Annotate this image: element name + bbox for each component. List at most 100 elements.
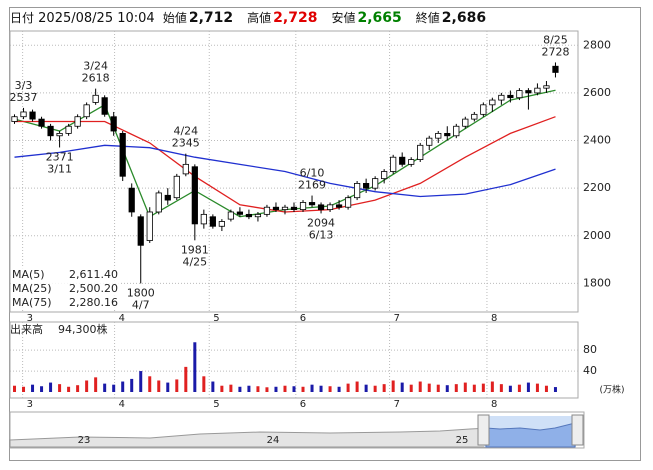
- volume-bar: [292, 386, 296, 392]
- x-tick-label: 6: [300, 399, 306, 410]
- volume-bar: [85, 380, 89, 392]
- candle-body: [552, 65, 559, 73]
- candle-body: [516, 90, 523, 99]
- candle-body: [326, 204, 334, 211]
- volume-bar: [427, 383, 431, 392]
- candle-body: [155, 192, 162, 213]
- volume-bar: [553, 387, 557, 392]
- header-value: 2,712: [188, 10, 234, 26]
- plot-layer: 1800 2000 2200 2400 2600 2800 40 80 3 3 4 4 5 5 6 6 7 7 8 8…: [10, 31, 611, 410]
- candle-body: [399, 156, 406, 165]
- candle-body: [317, 204, 325, 211]
- volume-bar: [283, 385, 287, 392]
- candle-body: [354, 183, 361, 199]
- candle-body: [335, 204, 343, 208]
- candle-body: [74, 116, 81, 127]
- volume-bar: [139, 371, 143, 392]
- volume-bar: [535, 383, 539, 392]
- annotation-date: 3/11: [47, 162, 72, 175]
- annotation-date: 3/24: [83, 60, 108, 73]
- annotation-date: 4/7: [132, 298, 150, 311]
- navigator-handle-right[interactable]: [571, 414, 584, 446]
- y-tick-label: 2200: [583, 181, 611, 194]
- volume-bar: [472, 384, 476, 392]
- volume-bar: [157, 380, 161, 392]
- legend-name: MA(5): [12, 268, 45, 281]
- candle-body: [218, 221, 225, 227]
- annotation-value: 2371: [46, 150, 74, 163]
- candle-body: [435, 132, 442, 139]
- candle-body: [182, 163, 189, 175]
- volume-bar: [94, 377, 98, 392]
- volume-bar: [22, 386, 26, 392]
- volume-bar: [454, 384, 458, 392]
- annotation-value: 2537: [10, 91, 38, 104]
- annotation-value: 1981: [181, 243, 209, 256]
- candle-body: [534, 87, 541, 94]
- volume-bar: [49, 382, 53, 392]
- volume-bar: [148, 376, 152, 392]
- header-label: 終値: [415, 11, 440, 25]
- volume-bar: [508, 385, 512, 392]
- header-value: 2,728: [273, 10, 318, 26]
- x-tick-label: 3: [27, 313, 33, 324]
- volume-bar: [40, 386, 44, 392]
- candle-body: [372, 178, 379, 189]
- datetime: 2025/08/25 10:04: [38, 11, 155, 26]
- navigator-label: 24: [267, 435, 280, 446]
- candle-body: [453, 125, 460, 137]
- header-label: 安値: [331, 11, 356, 25]
- volume-bar: [391, 380, 395, 392]
- header: 日付 2025/08/25 10:04 始値 2,712 高値 2,728 安値 2,66…: [10, 9, 500, 26]
- volume-bar: [373, 385, 377, 392]
- volume-bar: [103, 383, 107, 392]
- volume-bar: [499, 384, 503, 392]
- candle-body: [426, 137, 433, 146]
- annotation-value: 1800: [127, 286, 155, 299]
- annotation-date: 6/10: [300, 167, 325, 180]
- volume-bar: [445, 385, 449, 392]
- legend-value: 2,280.16: [69, 296, 118, 309]
- candle-body: [209, 216, 216, 227]
- annotation-date: 8/25: [543, 33, 568, 46]
- candle-body: [137, 216, 144, 246]
- volume-current: 94,300株: [58, 322, 108, 336]
- volume-bar: [409, 384, 413, 392]
- candle-body: [200, 213, 207, 225]
- candle-body: [417, 144, 424, 160]
- candle-body: [290, 206, 298, 211]
- volume-bar: [481, 383, 485, 392]
- annotation-value: 2618: [82, 72, 110, 85]
- price-panel: [9, 30, 579, 313]
- volume-bar: [58, 384, 62, 392]
- volume-bar: [346, 383, 350, 392]
- volume-bar: [175, 379, 179, 392]
- ma-line: [14, 144, 556, 198]
- y-tick-label: 2800: [583, 38, 611, 51]
- date-label: 日付: [10, 11, 35, 25]
- legend-name: MA(25): [12, 282, 52, 295]
- volume-bar: [76, 385, 80, 392]
- navigator-handle-left[interactable]: [477, 414, 490, 446]
- x-tick-label: 8: [491, 399, 497, 410]
- volume-bar: [238, 386, 242, 392]
- candle-body: [480, 104, 487, 115]
- legend-value: 2,611.40: [69, 268, 118, 281]
- volume-bar: [67, 386, 71, 392]
- candle-body: [128, 187, 135, 213]
- volume-bar: [130, 378, 134, 392]
- candle-body: [408, 159, 415, 165]
- volume-bar: [310, 384, 314, 392]
- volume-bar: [202, 376, 206, 392]
- annotation-date: 4/24: [173, 125, 198, 138]
- volume-bar: [112, 384, 116, 392]
- candle-body: [498, 94, 505, 101]
- candle-body: [101, 97, 108, 115]
- volume-bar: [220, 385, 224, 392]
- candle-body: [281, 206, 289, 211]
- navigator-window-series: [485, 422, 576, 448]
- annotation-value: 2345: [172, 137, 200, 150]
- candle-body: [363, 183, 370, 189]
- navigator-label: 23: [78, 435, 91, 446]
- candle-body: [47, 125, 54, 137]
